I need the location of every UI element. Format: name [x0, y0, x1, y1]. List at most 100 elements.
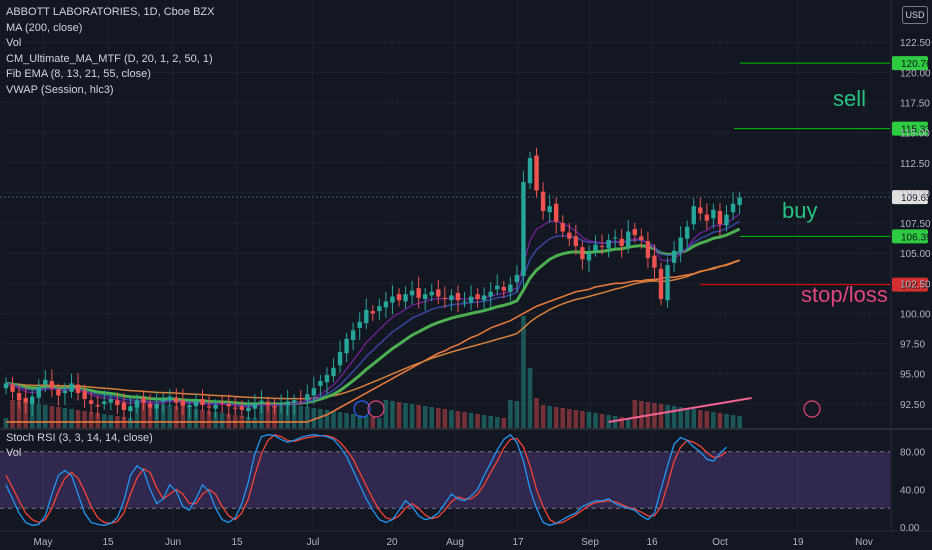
volume-bar	[396, 402, 402, 428]
stoch-k-line	[5, 433, 727, 526]
time-axis[interactable]: May 15 Jun 15 Jul 20 Aug 17 Sep 16 Oct 19 Nov	[34, 537, 873, 548]
volume-bar	[134, 400, 140, 428]
candle-body	[246, 407, 251, 412]
volume-bar	[442, 409, 448, 428]
level-tag-label: 109.65	[901, 193, 932, 204]
volume-bar	[377, 418, 382, 428]
candle-body	[586, 253, 592, 261]
volume-bar	[337, 412, 343, 428]
price-tick-label: 115.00	[900, 129, 930, 140]
candle-body	[455, 292, 461, 301]
volume-bar	[383, 400, 389, 428]
price-levels[interactable]: 120.76 115.33 109.65 106.39 102.39	[0, 56, 932, 418]
candle-body	[318, 380, 323, 386]
candle-body	[737, 197, 742, 205]
volume-bar	[527, 368, 533, 428]
volume-bar	[612, 416, 618, 428]
candle-body	[383, 301, 389, 308]
volume-bar	[540, 405, 546, 428]
volume-bar	[436, 408, 441, 428]
candle-body	[10, 384, 15, 392]
time-tick-label: Nov	[855, 537, 873, 548]
candle-body	[423, 294, 428, 299]
candle-body	[344, 338, 349, 354]
volume-bar	[658, 404, 664, 428]
volume-bar	[101, 414, 107, 428]
time-tick-label: 17	[512, 537, 524, 548]
candle-body	[219, 402, 225, 404]
candle-body	[573, 236, 579, 246]
rsi-band	[0, 451, 890, 509]
ma200-line	[6, 259, 740, 423]
candle-body	[665, 265, 670, 301]
candle-body	[115, 400, 120, 406]
candlesticks[interactable]	[3, 147, 742, 423]
rsi-tick-label: 80.00	[900, 448, 925, 459]
volume-bar	[724, 414, 729, 428]
volume-bar	[534, 398, 539, 428]
volume-bar	[573, 410, 579, 428]
level-tag-label: 120.76	[901, 59, 932, 70]
candle-body	[547, 206, 552, 213]
volume-bar	[318, 409, 323, 428]
ema13-line	[5, 220, 740, 407]
candle-body	[233, 407, 238, 409]
candle-body	[259, 401, 264, 403]
currency-badge[interactable]: USD	[902, 6, 928, 24]
candle-body	[730, 203, 736, 213]
indicator-vol[interactable]: Vol	[6, 37, 22, 49]
stoch-rsi-pane[interactable]	[0, 433, 890, 526]
rsi-tick-label: 40.00	[900, 485, 925, 496]
volume-bar	[128, 418, 133, 428]
volume-bar	[167, 405, 173, 428]
candle-body	[174, 397, 179, 403]
chart-title[interactable]: ABBOTT LABORATORIES, 1D, Cboe BZX	[6, 6, 215, 18]
candle-body	[390, 296, 395, 303]
volume-bar	[678, 407, 683, 428]
candle-body	[495, 285, 500, 290]
volume-bar	[691, 409, 697, 428]
candle-body	[658, 268, 664, 299]
volume-bar	[43, 405, 48, 428]
volume-bar	[501, 418, 507, 428]
indicator-vwap[interactable]: VWAP (Session, hlc3)	[6, 83, 114, 96]
volume-bar	[305, 407, 310, 428]
cm-ma-line	[5, 227, 741, 406]
candle-body	[560, 223, 565, 232]
volume-bar	[82, 411, 87, 428]
candle-body	[88, 400, 94, 404]
candle-body	[534, 155, 539, 191]
candle-body	[698, 207, 703, 214]
candle-body	[193, 401, 199, 407]
volume-bar	[632, 400, 638, 428]
volume-bar	[514, 401, 520, 428]
volume-bar	[403, 403, 408, 428]
volume-bar	[219, 413, 225, 428]
volume-bar	[265, 401, 271, 428]
candle-body	[691, 206, 696, 225]
volume-bar	[193, 409, 199, 428]
price-axis[interactable]: 122.50 120.00 117.50 115.00 112.50 110.00 107.…	[900, 38, 931, 534]
volume-bar	[639, 401, 644, 428]
volume-bar	[488, 416, 493, 428]
price-tick-label: 102.50	[900, 279, 931, 290]
candle-body	[652, 255, 657, 268]
volume-bar	[481, 415, 487, 428]
level-tag	[892, 229, 928, 244]
indicator-ma[interactable]: MA (200, close)	[6, 21, 83, 34]
candle-body	[272, 406, 277, 408]
time-tick-label: May	[34, 537, 53, 548]
rsi-sub[interactable]: Vol	[6, 447, 22, 459]
volume-bar	[226, 414, 231, 428]
candle-body	[102, 401, 107, 404]
volume-bar	[619, 417, 624, 428]
indicator-cm-ma[interactable]: CM_Ultimate_MA_MTF (D, 20, 1, 2, 50, 1)	[6, 52, 213, 65]
candle-body	[350, 330, 356, 340]
volume-bar	[462, 412, 467, 428]
candle-body	[213, 405, 218, 409]
rsi-title[interactable]: Stoch RSI (3, 3, 14, 14, close)	[6, 432, 153, 444]
indicator-fib-ema[interactable]: Fib EMA (8, 13, 21, 55, close)	[6, 68, 151, 80]
candle-body	[475, 294, 480, 299]
candle-body	[154, 403, 159, 409]
